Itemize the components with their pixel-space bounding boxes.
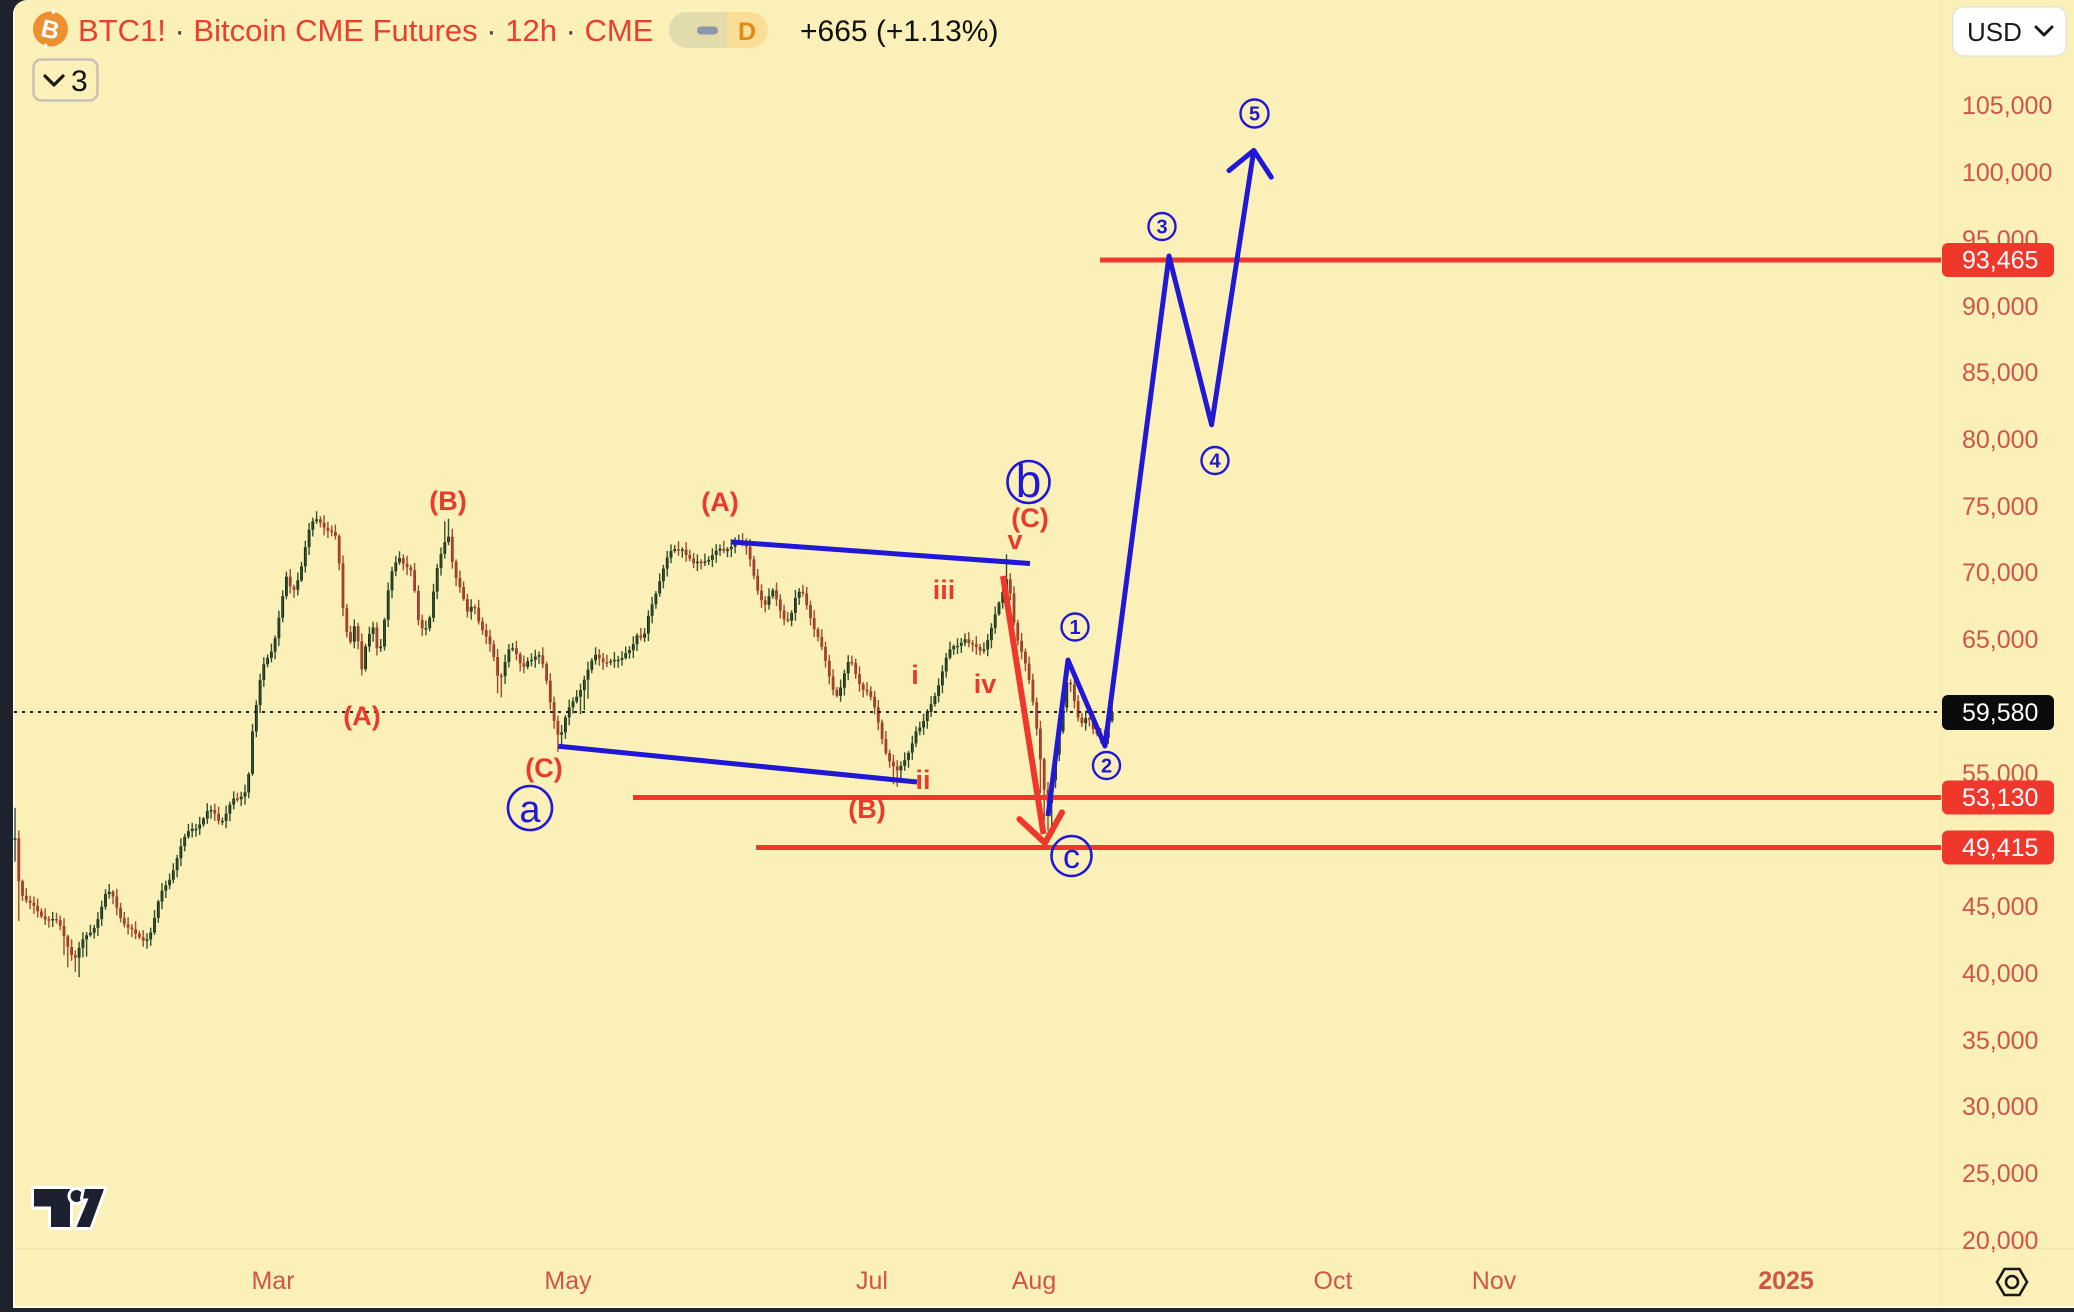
svg-text:Oct: Oct xyxy=(1314,1267,1353,1295)
svg-text:(C): (C) xyxy=(525,753,562,783)
svg-text:ii: ii xyxy=(915,765,930,795)
svg-text:35,000: 35,000 xyxy=(1962,1027,2038,1055)
svg-text:Nov: Nov xyxy=(1472,1267,1517,1295)
svg-text:BTC1! · Bitcoin CME Futures ·: BTC1! · Bitcoin CME Futures · 12h · CME xyxy=(78,13,653,48)
svg-text:49,415: 49,415 xyxy=(1962,834,2038,862)
svg-text:59,580: 59,580 xyxy=(1962,699,2038,727)
svg-text:1: 1 xyxy=(1069,617,1080,639)
svg-text:USD: USD xyxy=(1967,17,2022,47)
svg-text:105,000: 105,000 xyxy=(1962,92,2052,120)
svg-text:93,465: 93,465 xyxy=(1962,247,2038,275)
svg-text:40,000: 40,000 xyxy=(1962,960,2038,988)
svg-text:Mar: Mar xyxy=(251,1267,294,1295)
svg-text:53,130: 53,130 xyxy=(1962,784,2038,812)
svg-text:iii: iii xyxy=(933,575,956,605)
svg-text:(C): (C) xyxy=(1011,503,1048,533)
svg-text:Jul: Jul xyxy=(856,1267,888,1295)
svg-text:3: 3 xyxy=(71,65,88,98)
svg-text:75,000: 75,000 xyxy=(1962,493,2038,521)
svg-text:2025: 2025 xyxy=(1758,1267,1814,1295)
svg-text:(B): (B) xyxy=(848,794,885,824)
svg-text:3: 3 xyxy=(1156,217,1167,239)
svg-text:20,000: 20,000 xyxy=(1962,1227,2038,1255)
svg-text:(A): (A) xyxy=(701,487,738,517)
svg-text:80,000: 80,000 xyxy=(1962,426,2038,454)
svg-text:100,000: 100,000 xyxy=(1962,159,2052,187)
svg-text:(B): (B) xyxy=(429,486,466,516)
svg-text:B: B xyxy=(38,14,62,45)
svg-text:2: 2 xyxy=(1101,756,1112,778)
svg-text:25,000: 25,000 xyxy=(1962,1160,2038,1188)
svg-text:30,000: 30,000 xyxy=(1962,1093,2038,1121)
svg-text:70,000: 70,000 xyxy=(1962,559,2038,587)
svg-text:i: i xyxy=(911,660,919,690)
svg-text:a: a xyxy=(519,789,541,831)
svg-text:5: 5 xyxy=(1249,104,1260,126)
svg-text:4: 4 xyxy=(1209,451,1221,473)
svg-text:(A): (A) xyxy=(343,701,380,731)
svg-text:c: c xyxy=(1063,838,1080,876)
svg-text:85,000: 85,000 xyxy=(1962,359,2038,387)
svg-text:45,000: 45,000 xyxy=(1962,893,2038,921)
svg-text:May: May xyxy=(544,1267,592,1295)
svg-text:iv: iv xyxy=(974,669,997,699)
svg-text:90,000: 90,000 xyxy=(1962,293,2038,321)
svg-text:D: D xyxy=(738,18,756,46)
svg-text:65,000: 65,000 xyxy=(1962,626,2038,654)
svg-text:v: v xyxy=(1007,525,1022,555)
svg-text:+665 (+1.13%): +665 (+1.13%) xyxy=(800,15,998,48)
svg-text:b: b xyxy=(1016,455,1042,507)
svg-text:Aug: Aug xyxy=(1012,1267,1056,1295)
